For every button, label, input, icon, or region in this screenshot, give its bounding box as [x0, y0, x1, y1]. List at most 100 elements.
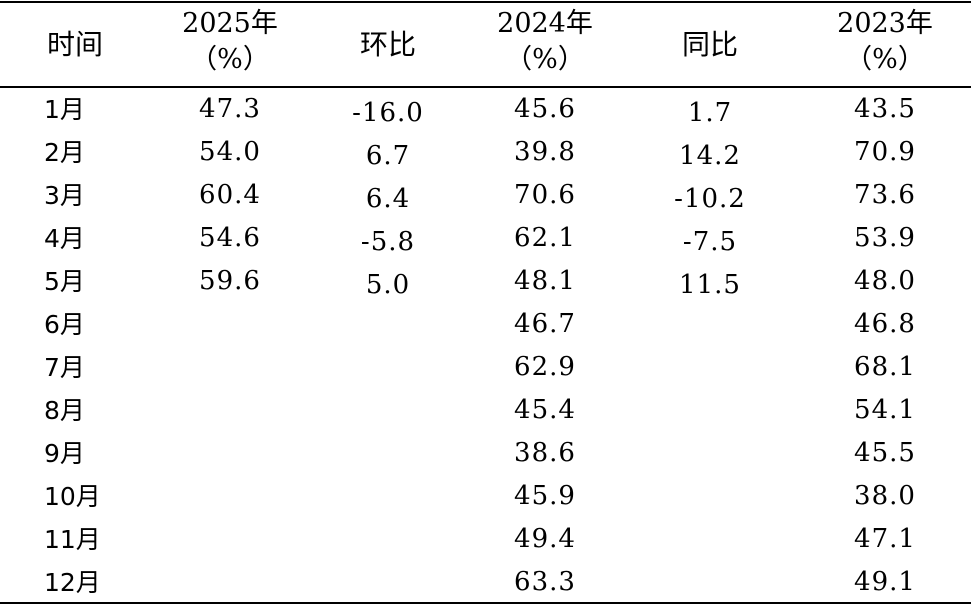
table-header-rule: [0, 86, 971, 88]
cell-mom: [318, 307, 458, 350]
table-top-rule: [0, 1, 971, 3]
cell-month: 1月: [44, 95, 85, 124]
cell-2024: 49.4: [514, 524, 576, 554]
cell-2025: 47.3: [199, 94, 261, 124]
cell-month: 5月: [44, 267, 85, 296]
cell-mom: [318, 565, 458, 608]
cell-2024: 46.7: [514, 309, 576, 339]
cell-mom: [318, 393, 458, 436]
table-row: 7月 62.9 68.1: [0, 346, 971, 389]
cell-mom: 6.7: [365, 141, 411, 171]
cell-2023: 68.1: [854, 352, 916, 382]
cell-yoy: [640, 436, 780, 479]
table-row: 3月 60.4 6.4 70.6 -10.2 73.6: [0, 174, 971, 217]
cell-2023: 70.9: [854, 137, 916, 167]
header-2024: 2024年 （%）: [475, 6, 615, 84]
cell-yoy: 1.7: [687, 98, 733, 128]
cell-mom: [318, 479, 458, 522]
cell-2023: 45.5: [854, 438, 916, 468]
header-2025-year: 2025年: [182, 8, 278, 39]
cell-2023: 43.5: [854, 94, 916, 124]
table-row: 8月 45.4 54.1: [0, 389, 971, 432]
header-2025: 2025年 （%）: [160, 6, 300, 84]
cell-2023: 46.8: [854, 309, 916, 339]
header-yoy-label: 同比: [681, 28, 738, 61]
cell-2025: [160, 475, 300, 518]
header-2025-unit: （%）: [190, 44, 270, 75]
table-row: 6月 46.7 46.8: [0, 303, 971, 346]
cell-2025: [160, 346, 300, 389]
cell-2025: [160, 389, 300, 432]
table-row: 1月 47.3 -16.0 45.6 1.7 43.5: [0, 88, 971, 131]
cell-mom: [318, 350, 458, 393]
cell-2025: 59.6: [199, 266, 261, 296]
cell-2023: 53.9: [854, 223, 916, 253]
cell-yoy: -10.2: [674, 184, 746, 214]
table-row: 5月 59.6 5.0 48.1 11.5 48.0: [0, 260, 971, 303]
cell-2023: 48.0: [854, 266, 916, 296]
cell-mom: 6.4: [365, 184, 411, 214]
table-body: 1月 47.3 -16.0 45.6 1.7 43.5 2月 54.0 6.7 …: [0, 88, 971, 604]
cell-2024: 48.1: [514, 266, 576, 296]
cell-2025: [160, 518, 300, 561]
table-row: 11月 49.4 47.1: [0, 518, 971, 561]
cell-2024: 62.9: [514, 352, 576, 382]
table-row: 2月 54.0 6.7 39.8 14.2 70.9: [0, 131, 971, 174]
cell-yoy: [640, 565, 780, 608]
header-yoy: 同比: [640, 6, 780, 84]
cell-2025: 54.6: [199, 223, 261, 253]
table-bottom-rule: [0, 602, 971, 604]
cell-2024: 39.8: [514, 137, 576, 167]
cell-month: 2月: [44, 138, 85, 167]
cell-month: 7月: [44, 353, 85, 382]
cell-2025: 60.4: [199, 180, 261, 210]
cell-month: 4月: [44, 224, 85, 253]
cell-2024: 70.6: [514, 180, 576, 210]
cell-2024: 62.1: [514, 223, 576, 253]
header-2024-year: 2024年: [497, 8, 593, 39]
cell-yoy: 14.2: [679, 141, 741, 171]
cell-month: 9月: [44, 439, 85, 468]
cell-2024: 63.3: [514, 567, 576, 597]
table-row: 10月 45.9 38.0: [0, 475, 971, 518]
cell-mom: -5.8: [360, 227, 416, 257]
cell-2023: 49.1: [854, 567, 916, 597]
cell-month: 12月: [44, 568, 101, 597]
cell-2024: 38.6: [514, 438, 576, 468]
cell-2024: 45.6: [514, 94, 576, 124]
cell-yoy: [640, 307, 780, 350]
cell-2025: [160, 303, 300, 346]
cell-2023: 73.6: [854, 180, 916, 210]
header-2023-unit: （%）: [845, 44, 925, 75]
cell-2025: [160, 561, 300, 604]
cell-yoy: -7.5: [682, 227, 738, 257]
header-2024-unit: （%）: [505, 44, 585, 75]
table-row: 12月 63.3 49.1: [0, 561, 971, 604]
header-time-label: 时间: [46, 28, 103, 61]
cell-month: 6月: [44, 310, 85, 339]
header-mom-label: 环比: [359, 28, 416, 61]
header-mom: 环比: [318, 6, 458, 84]
table-row: 4月 54.6 -5.8 62.1 -7.5 53.9: [0, 217, 971, 260]
cell-yoy: [640, 522, 780, 565]
header-time: 时间: [20, 6, 130, 84]
cell-2023: 47.1: [854, 524, 916, 554]
cell-yoy: 11.5: [679, 270, 741, 300]
cell-yoy: [640, 479, 780, 522]
cell-month: 11月: [44, 525, 101, 554]
cell-month: 3月: [44, 181, 85, 210]
cell-yoy: [640, 393, 780, 436]
cell-mom: 5.0: [365, 270, 411, 300]
cell-2024: 45.4: [514, 395, 576, 425]
header-2023: 2023年 （%）: [815, 6, 955, 84]
cell-month: 8月: [44, 396, 85, 425]
cell-2023: 54.1: [854, 395, 916, 425]
cell-2025: 54.0: [199, 137, 261, 167]
cell-month: 10月: [44, 482, 101, 511]
cell-2023: 38.0: [854, 481, 916, 511]
cell-mom: [318, 436, 458, 479]
table-row: 9月 38.6 45.5: [0, 432, 971, 475]
cell-2024: 45.9: [514, 481, 576, 511]
header-2023-year: 2023年: [837, 8, 933, 39]
